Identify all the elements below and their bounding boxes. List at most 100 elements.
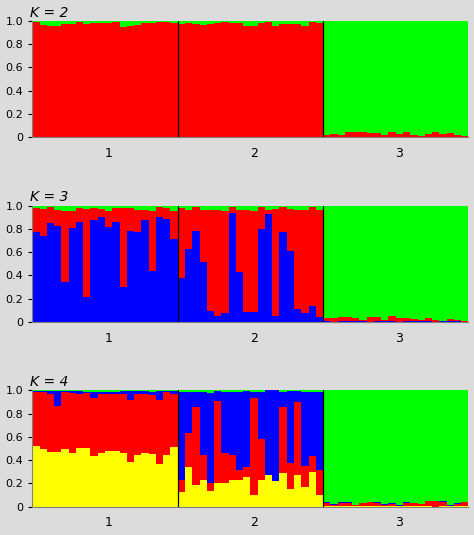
Bar [309,22,316,137]
Bar [301,391,309,392]
Bar [294,475,301,507]
Bar [410,135,418,137]
Bar [91,23,98,137]
Bar [461,135,468,137]
Bar [418,205,425,320]
Bar [418,135,425,137]
Bar [447,319,454,322]
Bar [258,21,265,23]
Bar [156,22,163,137]
Bar [112,205,119,208]
Bar [214,316,221,322]
Bar [127,391,134,400]
Bar [301,314,309,322]
Bar [294,309,301,322]
Bar [91,208,98,220]
Bar [54,391,62,406]
Bar [178,24,185,137]
Bar [112,450,119,507]
Bar [83,393,91,448]
Bar [127,400,134,462]
Bar [258,479,265,507]
Bar [447,21,454,133]
Bar [258,439,265,479]
Bar [323,318,330,321]
Bar [236,210,243,272]
Bar [367,21,374,133]
Bar [91,220,98,322]
Bar [345,132,352,137]
Bar [410,391,418,503]
Bar [243,210,250,312]
Bar [418,391,425,504]
Bar [105,227,112,322]
Bar [454,205,461,320]
Bar [119,394,127,453]
Bar [381,135,389,137]
Bar [301,392,309,466]
Bar [98,217,105,322]
Bar [250,494,258,507]
Bar [185,21,192,23]
Bar [221,483,228,507]
Bar [447,391,454,506]
Bar [359,133,367,137]
Bar [149,211,156,271]
Bar [112,222,119,322]
Text: K = 4: K = 4 [30,375,69,389]
Bar [200,262,207,322]
Bar [98,21,105,24]
Bar [62,211,69,282]
Bar [461,21,468,135]
Bar [425,134,432,137]
Bar [389,21,396,132]
Bar [119,391,127,394]
Bar [280,407,287,473]
Bar [40,392,47,449]
Bar [294,391,301,402]
Bar [76,222,83,322]
Bar [236,205,243,210]
Bar [258,207,265,229]
Bar [185,210,192,249]
Bar [389,391,396,503]
Bar [316,317,323,322]
Bar [352,132,359,137]
Bar [207,491,214,507]
Bar [69,21,76,24]
Bar [47,391,54,394]
Bar [403,502,410,503]
Bar [367,205,374,317]
Bar [294,24,301,137]
Bar [192,231,200,322]
Bar [134,455,141,507]
Bar [432,391,439,501]
Bar [316,392,323,470]
Bar [54,21,62,26]
Bar [178,480,185,492]
Bar [432,320,439,322]
Bar [323,506,330,507]
Bar [345,21,352,132]
Bar [112,21,119,22]
Bar [32,232,40,322]
Bar [185,23,192,137]
Bar [330,318,337,322]
Bar [134,21,141,25]
Bar [76,22,83,137]
Bar [243,205,250,210]
Bar [207,391,214,393]
Bar [410,319,418,321]
Bar [32,391,40,393]
Bar [287,489,294,507]
Bar [149,205,156,211]
Bar [280,392,287,407]
Bar [32,446,40,507]
Bar [214,21,221,23]
Bar [439,506,447,507]
Bar [32,205,40,209]
Bar [250,398,258,494]
Bar [149,21,156,23]
Bar [163,21,171,22]
Bar [439,391,447,501]
